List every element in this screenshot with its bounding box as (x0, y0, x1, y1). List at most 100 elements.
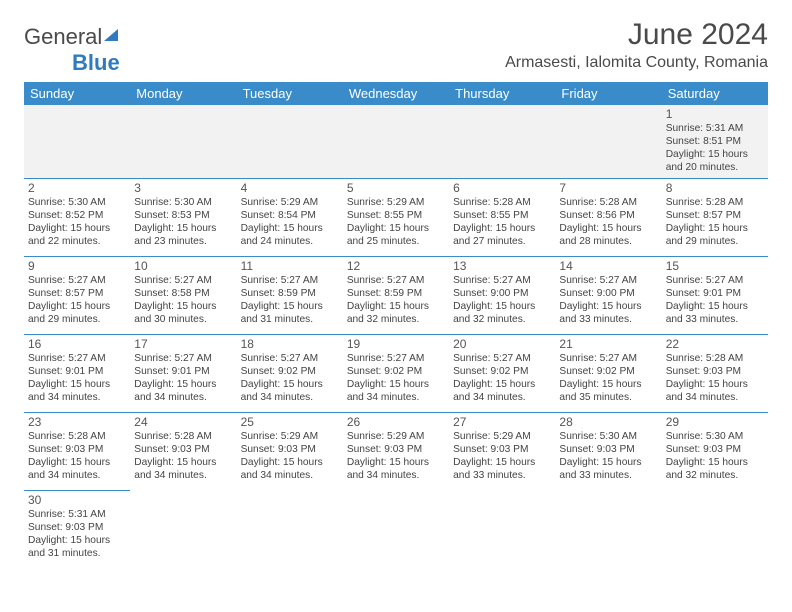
daylight-text: and 34 minutes. (28, 391, 126, 404)
calendar-day-cell: 14Sunrise: 5:27 AMSunset: 9:00 PMDayligh… (555, 257, 661, 335)
daylight-text: and 35 minutes. (559, 391, 657, 404)
calendar-day-cell: 19Sunrise: 5:27 AMSunset: 9:02 PMDayligh… (343, 335, 449, 413)
sunrise-text: Sunrise: 5:29 AM (347, 196, 445, 209)
calendar-day-cell: 9Sunrise: 5:27 AMSunset: 8:57 PMDaylight… (24, 257, 130, 335)
sunset-text: Sunset: 8:59 PM (347, 287, 445, 300)
daylight-text: Daylight: 15 hours (453, 456, 551, 469)
day-number: 18 (241, 337, 339, 351)
daylight-text: and 34 minutes. (134, 391, 232, 404)
calendar-week-row: 30Sunrise: 5:31 AMSunset: 9:03 PMDayligh… (24, 491, 768, 569)
sunset-text: Sunset: 8:54 PM (241, 209, 339, 222)
day-number: 12 (347, 259, 445, 273)
day-info: Sunrise: 5:29 AMSunset: 8:54 PMDaylight:… (241, 196, 339, 248)
calendar-week-row: 9 Sunrise: 5:27 AM Sunset: 8:57 PM Daylight… (24, 257, 768, 335)
calendar-empty-cell (237, 491, 343, 569)
sunset-text: Sunset: 9:02 PM (453, 365, 551, 378)
sunrise-text: Sunrise: 5:27 AM (559, 274, 657, 287)
sunrise-text: Sunrise: 5:27 AM (453, 352, 551, 365)
daylight-text: and 32 minutes. (666, 469, 764, 482)
day-info: Sunrise: 5:27 AMSunset: 8:59 PMDaylight:… (241, 274, 339, 326)
sunset-text: Sunset: 9:02 PM (241, 365, 339, 378)
weekday-header: Friday (555, 82, 661, 105)
sunrise-text: Sunrise: 5:30 AM (559, 430, 657, 443)
calendar-day-cell: 10Sunrise: 5:27 AMSunset: 8:58 PMDayligh… (130, 257, 236, 335)
sunset-text: Sunset: 8:57 PM (28, 287, 126, 300)
day-number: 14 (559, 259, 657, 273)
daylight-text: Daylight: 15 hours (134, 378, 232, 391)
daylight-text: and 33 minutes. (559, 469, 657, 482)
daylight-text: and 28 minutes. (559, 235, 657, 248)
sunset-text: Sunset: 9:01 PM (134, 365, 232, 378)
daylight-text: and 27 minutes. (453, 235, 551, 248)
day-info: Sunrise: 5:27 AMSunset: 9:01 PMDaylight:… (28, 352, 126, 404)
day-info: Sunrise: 5:27 AMSunset: 9:00 PMDaylight:… (453, 274, 551, 326)
daylight-text: Daylight: 15 hours (28, 456, 126, 469)
daylight-text: Daylight: 15 hours (347, 456, 445, 469)
day-number: 15 (666, 259, 764, 273)
daylight-text: Daylight: 15 hours (241, 456, 339, 469)
sunset-text: Sunset: 9:03 PM (559, 443, 657, 456)
daylight-text: Daylight: 15 hours (559, 378, 657, 391)
day-number: 13 (453, 259, 551, 273)
weekday-row: SundayMondayTuesdayWednesdayThursdayFrid… (24, 82, 768, 105)
day-number: 20 (453, 337, 551, 351)
sunrise-text: Sunrise: 5:29 AM (241, 196, 339, 209)
day-info: Sunrise: 5:31 AMSunset: 9:03 PMDaylight:… (28, 508, 126, 560)
sunset-text: Sunset: 9:03 PM (666, 443, 764, 456)
sunrise-text: Sunrise: 5:27 AM (559, 352, 657, 365)
day-info: Sunrise: 5:27 AMSunset: 8:59 PMDaylight:… (347, 274, 445, 326)
day-info: Sunrise: 5:27 AMSunset: 9:00 PMDaylight:… (559, 274, 657, 326)
daylight-text: Daylight: 15 hours (559, 222, 657, 235)
calendar-day-cell: 6Sunrise: 5:28 AMSunset: 8:55 PMDaylight… (449, 179, 555, 257)
sunset-text: Sunset: 9:01 PM (666, 287, 764, 300)
day-number: 22 (666, 337, 764, 351)
daylight-text: and 33 minutes. (559, 313, 657, 326)
calendar-day-cell: 28Sunrise: 5:30 AMSunset: 9:03 PMDayligh… (555, 413, 661, 491)
sunset-text: Sunset: 8:52 PM (28, 209, 126, 222)
daylight-text: and 23 minutes. (134, 235, 232, 248)
sunrise-text: Sunrise: 5:30 AM (666, 430, 764, 443)
daylight-text: and 34 minutes. (134, 469, 232, 482)
day-info: Sunrise: 5:27 AMSunset: 9:01 PMDaylight:… (666, 274, 764, 326)
day-info: Sunrise: 5:30 AMSunset: 9:03 PMDaylight:… (559, 430, 657, 482)
daylight-text: Daylight: 15 hours (666, 300, 764, 313)
day-info: Sunrise: 5:28 AMSunset: 8:56 PMDaylight:… (559, 196, 657, 248)
sunrise-text: Sunrise: 5:29 AM (453, 430, 551, 443)
daylight-text: Daylight: 15 hours (666, 456, 764, 469)
daylight-text: Daylight: 15 hours (666, 222, 764, 235)
daylight-text: Daylight: 15 hours (347, 378, 445, 391)
daylight-text: Daylight: 15 hours (28, 222, 126, 235)
day-info: Sunrise: 5:27 AMSunset: 9:02 PMDaylight:… (347, 352, 445, 404)
daylight-text: and 34 minutes. (347, 469, 445, 482)
calendar-week-row: 2Sunrise: 5:30 AMSunset: 8:52 PMDaylight… (24, 179, 768, 257)
calendar-head: SundayMondayTuesdayWednesdayThursdayFrid… (24, 82, 768, 105)
day-number: 29 (666, 415, 764, 429)
sunrise-text: Sunrise: 5:30 AM (28, 196, 126, 209)
calendar-empty-cell (449, 491, 555, 569)
day-number: 9 (28, 259, 126, 273)
weekday-header: Thursday (449, 82, 555, 105)
day-number: 23 (28, 415, 126, 429)
day-info: Sunrise: 5:27 AMSunset: 9:02 PMDaylight:… (241, 352, 339, 404)
day-number: 30 (28, 493, 126, 507)
day-number: 4 (241, 181, 339, 195)
day-number: 10 (134, 259, 232, 273)
day-info: Sunrise: 5:29 AMSunset: 9:03 PMDaylight:… (347, 430, 445, 482)
sunrise-text: Sunrise: 5:27 AM (241, 274, 339, 287)
sunrise-text: Sunrise: 5:28 AM (134, 430, 232, 443)
sunset-text: Sunset: 9:03 PM (28, 521, 126, 534)
sunrise-text: Sunrise: 5:30 AM (134, 196, 232, 209)
sunset-text: Sunset: 9:03 PM (347, 443, 445, 456)
sunrise-text: Sunrise: 5:31 AM (666, 122, 764, 135)
day-number: 17 (134, 337, 232, 351)
calendar-day-cell: 7Sunrise: 5:28 AMSunset: 8:56 PMDaylight… (555, 179, 661, 257)
calendar-day-cell: 18Sunrise: 5:27 AMSunset: 9:02 PMDayligh… (237, 335, 343, 413)
weekday-header: Monday (130, 82, 236, 105)
sunrise-text: Sunrise: 5:27 AM (666, 274, 764, 287)
day-info: Sunrise: 5:29 AMSunset: 9:03 PMDaylight:… (453, 430, 551, 482)
daylight-text: and 34 minutes. (241, 469, 339, 482)
calendar-day-cell: 27Sunrise: 5:29 AMSunset: 9:03 PMDayligh… (449, 413, 555, 491)
sunrise-text: Sunrise: 5:31 AM (28, 508, 126, 521)
brand-part1: General (24, 24, 102, 50)
day-number: 1 (666, 107, 764, 121)
